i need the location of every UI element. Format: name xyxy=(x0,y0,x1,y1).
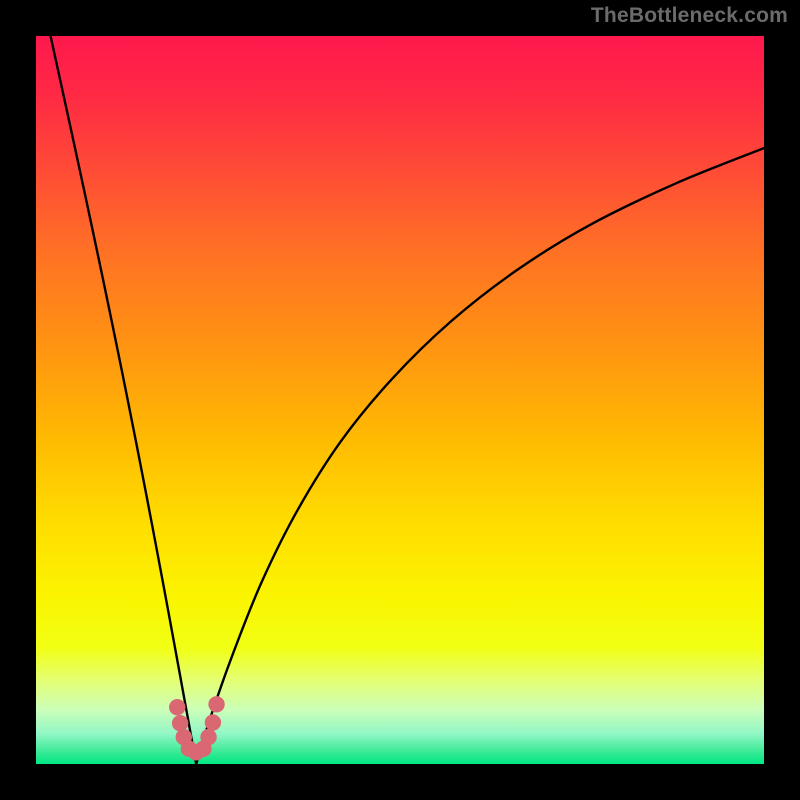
optimal-marker xyxy=(172,715,188,731)
optimal-marker xyxy=(205,714,221,730)
optimal-marker xyxy=(169,699,185,715)
optimal-marker xyxy=(208,696,224,712)
bottleneck-chart xyxy=(0,0,800,800)
watermark-text: TheBottleneck.com xyxy=(591,4,788,28)
optimal-marker xyxy=(200,729,216,745)
plot-background-gradient xyxy=(36,36,764,764)
